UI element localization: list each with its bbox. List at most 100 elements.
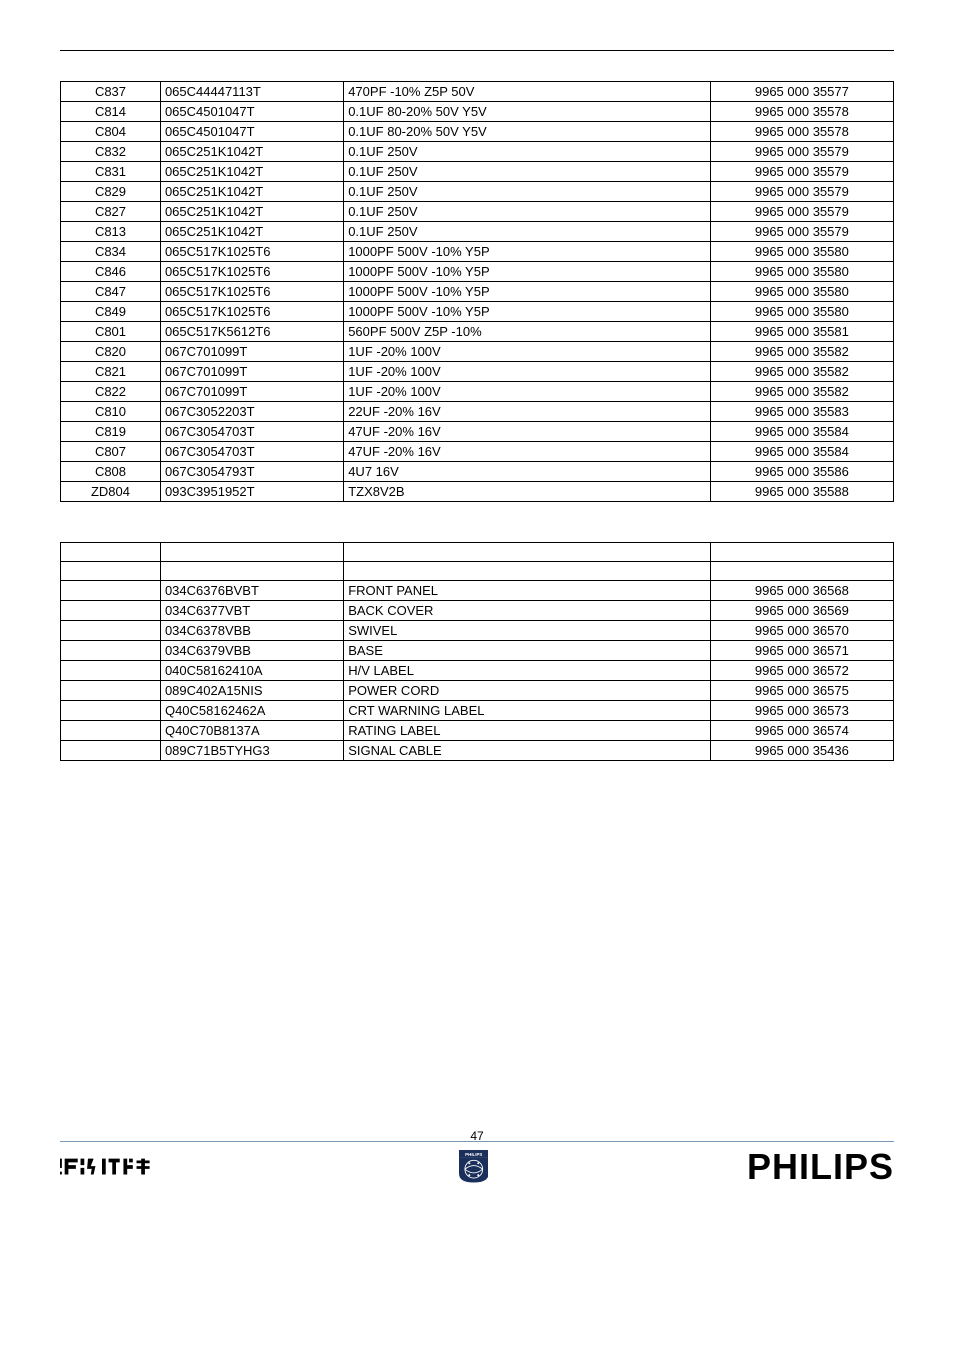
part-no-cell: 067C3054703T [160,442,343,462]
desc-cell: 0.1UF 80-20% 50V Y5V [344,122,711,142]
code-cell: 9965 000 35578 [710,102,893,122]
desc-cell: 1000PF 500V -10% Y5P [344,242,711,262]
code-cell: 9965 000 35577 [710,82,893,102]
svg-text:PHILIPS: PHILIPS [465,1152,482,1157]
part-no-cell: 067C701099T [160,362,343,382]
code-cell: 9965 000 35582 [710,362,893,382]
ref-cell [61,601,161,621]
desc-cell: 0.1UF 250V [344,222,711,242]
part-no-cell: 093C3951952T [160,482,343,502]
code-cell: 9965 000 35579 [710,162,893,182]
code-cell: 9965 000 35580 [710,242,893,262]
ref-cell [61,621,161,641]
part-no-cell: 065C251K1042T [160,202,343,222]
code-cell: 9965 000 35578 [710,122,893,142]
desc-cell: FRONT PANEL [344,581,711,601]
part-no-cell [160,543,343,562]
ref-cell: C813 [61,222,161,242]
desc-cell: 4U7 16V [344,462,711,482]
ref-cell: C814 [61,102,161,122]
part-no-cell: 034C6376BVBT [160,581,343,601]
part-no-cell: 065C517K1025T6 [160,242,343,262]
table-row: C810067C3052203T22UF -20% 16V9965 000 35… [61,402,894,422]
ref-cell [61,701,161,721]
part-no-cell: 040C58162410A [160,661,343,681]
code-cell: 9965 000 35436 [710,741,893,761]
code-cell: 9965 000 35586 [710,462,893,482]
ref-cell: C849 [61,302,161,322]
desc-cell: 22UF -20% 16V [344,402,711,422]
code-cell [710,543,893,562]
part-no-cell: Q40C58162462A [160,701,343,721]
desc-cell: 1UF -20% 100V [344,382,711,402]
table-row: 034C6377VBTBACK COVER9965 000 36569 [61,601,894,621]
ref-cell: C834 [61,242,161,262]
part-no-cell: 067C701099T [160,382,343,402]
part-no-cell: 067C701099T [160,342,343,362]
desc-cell: 470PF -10% Z5P 50V [344,82,711,102]
desc-cell: 0.1UF 250V [344,142,711,162]
ref-cell: C832 [61,142,161,162]
table-row: C849065C517K1025T61000PF 500V -10% Y5P99… [61,302,894,322]
desc-cell: SIGNAL CABLE [344,741,711,761]
ref-cell [61,581,161,601]
part-no-cell: 065C517K1025T6 [160,282,343,302]
part-no-cell: 089C71B5TYHG3 [160,741,343,761]
code-cell: 9965 000 35579 [710,222,893,242]
desc-cell: BASE [344,641,711,661]
ref-cell: C831 [61,162,161,182]
code-cell: 9965 000 36574 [710,721,893,741]
part-no-cell: 089C402A15NIS [160,681,343,701]
desc-cell: RATING LABEL [344,721,711,741]
desc-cell: BACK COVER [344,601,711,621]
code-cell: 9965 000 35579 [710,202,893,222]
ref-cell: C804 [61,122,161,142]
table-row: 040C58162410AH/V LABEL9965 000 36572 [61,661,894,681]
code-cell: 9965 000 35579 [710,142,893,162]
desc-cell: 1000PF 500V -10% Y5P [344,262,711,282]
table-row: C822067C701099T1UF -20% 100V9965 000 355… [61,382,894,402]
table-row: ZD804093C3951952TTZX8V2B9965 000 35588 [61,482,894,502]
desc-cell: 47UF -20% 16V [344,422,711,442]
ref-cell [61,543,161,562]
ref-cell [61,741,161,761]
code-cell [710,562,893,581]
ref-cell: C837 [61,82,161,102]
table-row: Q40C70B8137ARATING LABEL9965 000 36574 [61,721,894,741]
desc-cell: H/V LABEL [344,661,711,681]
table-row: C801065C517K5612T6560PF 500V Z5P -10%996… [61,322,894,342]
ref-cell: C829 [61,182,161,202]
table-row [61,562,894,581]
code-cell: 9965 000 35580 [710,262,893,282]
ref-cell [61,661,161,681]
table-row: 089C402A15NISPOWER CORD9965 000 36575 [61,681,894,701]
part-no-cell: 065C251K1042T [160,162,343,182]
code-cell: 9965 000 36569 [710,601,893,621]
table-row: C820067C701099T1UF -20% 100V9965 000 355… [61,342,894,362]
ref-cell [61,641,161,661]
ref-cell: C810 [61,402,161,422]
table-row: C829065C251K1042T0.1UF 250V9965 000 3557… [61,182,894,202]
part-no-cell: 034C6378VBB [160,621,343,641]
desc-cell: TZX8V2B [344,482,711,502]
code-cell: 9965 000 35583 [710,402,893,422]
desc-cell: 1UF -20% 100V [344,362,711,382]
ref-cell [61,721,161,741]
table-row: 089C71B5TYHG3SIGNAL CABLE9965 000 35436 [61,741,894,761]
part-no-cell: 034C6379VBB [160,641,343,661]
ref-cell: C808 [61,462,161,482]
table-row: C808067C3054793T4U7 16V9965 000 35586 [61,462,894,482]
table-row: 034C6379VBBBASE9965 000 36571 [61,641,894,661]
part-no-cell: 065C251K1042T [160,142,343,162]
part-no-cell: 065C251K1042T [160,182,343,202]
ref-cell [61,681,161,701]
code-cell: 9965 000 35579 [710,182,893,202]
table-row: C819067C3054703T47UF -20% 16V9965 000 35… [61,422,894,442]
desc-cell [344,543,711,562]
code-cell: 9965 000 35582 [710,342,893,362]
top-rule [60,50,894,51]
part-no-cell: 065C44447113T [160,82,343,102]
code-cell: 9965 000 36568 [710,581,893,601]
parts-table-1: C837065C44447113T470PF -10% Z5P 50V9965 … [60,81,894,502]
part-no-cell: 065C517K1025T6 [160,302,343,322]
